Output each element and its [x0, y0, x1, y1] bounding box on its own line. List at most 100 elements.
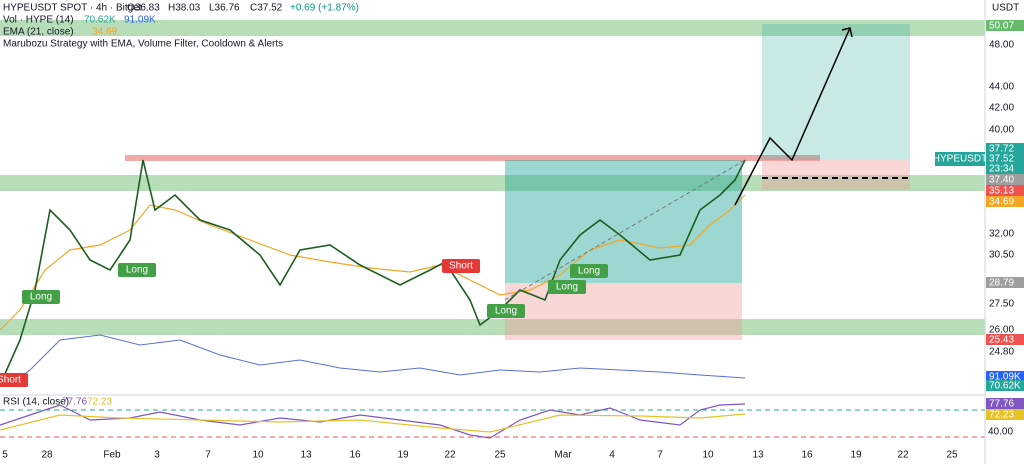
date-label: 10	[252, 450, 264, 461]
change: +0.69 (+1.87%)	[290, 3, 359, 14]
price-tag: 35.13	[989, 186, 1014, 197]
signal-bg	[22, 290, 60, 304]
price-label: 32.00	[989, 229, 1014, 240]
rsi-label: RSI (14, close)	[3, 397, 69, 408]
signal-label: Long	[126, 265, 148, 276]
price-tag: 50.07	[989, 21, 1014, 32]
date-label: 13	[300, 450, 312, 461]
ema-label: EMA (21, close)	[3, 27, 74, 38]
price-tag: 23:34	[989, 164, 1014, 175]
rsi-value: 72.23	[87, 397, 112, 408]
price-tag: 37.72	[989, 144, 1014, 155]
signal-bg	[548, 280, 586, 294]
date-label: 10	[702, 450, 714, 461]
rsi-tag-bg	[986, 409, 1024, 420]
price-tag: 28.79	[989, 278, 1014, 289]
date-label: 7	[205, 450, 211, 461]
signal-bg	[118, 263, 156, 277]
resistance-line	[125, 155, 820, 161]
price-tag-bg	[986, 174, 1024, 185]
date-label: 13	[752, 450, 764, 461]
rsi-tag-bg	[986, 398, 1024, 409]
signal-bg	[0, 373, 28, 387]
price-tag: 37.40	[989, 175, 1014, 186]
trend-line	[504, 159, 746, 301]
date-label: 7	[657, 450, 663, 461]
price-tag: 37.52	[989, 154, 1014, 165]
price-tag-bg	[986, 163, 1024, 174]
date-label: 5	[2, 450, 8, 461]
date-label: Feb	[103, 450, 121, 461]
ema-line	[0, 194, 746, 331]
volume-ma	[9, 334, 746, 386]
price-tag-bg	[986, 143, 1024, 154]
ema-value: 34.69	[92, 27, 117, 38]
price-tag-bg	[986, 380, 1024, 391]
rsi-tag: 77.76	[989, 399, 1014, 410]
rsi-value: 77.76	[62, 397, 87, 408]
volume-value: 70.62K	[84, 15, 116, 26]
price-label: 44.00	[989, 82, 1014, 93]
date-label: 25	[946, 450, 958, 461]
date-label: 3	[154, 450, 160, 461]
zone	[0, 319, 985, 335]
date-label: 25	[494, 450, 506, 461]
price-unit: USDT	[992, 3, 1019, 14]
date-label: 28	[41, 450, 53, 461]
ohlc-open: O36.83	[127, 3, 160, 14]
ohlc-close: C37.52	[250, 3, 283, 14]
symbol-tag: HYPEUSDT	[933, 154, 987, 165]
price-tag: 91.09K	[989, 372, 1021, 383]
price-label: 48.00	[989, 40, 1014, 51]
volume-label: Vol · HYPE (14)	[3, 15, 74, 26]
signal-label: Short	[449, 261, 473, 272]
projection-target-zone	[762, 24, 910, 160]
price-tag: 70.62K	[989, 381, 1021, 392]
arrow-head	[841, 27, 853, 38]
price-label: 27.50	[989, 299, 1014, 310]
date-label: 22	[897, 450, 909, 461]
price-tag-bg	[986, 196, 1024, 207]
zone	[0, 175, 985, 191]
signal-label: Long	[578, 266, 600, 277]
price-tag-bg	[986, 277, 1024, 288]
price-tag-bg	[986, 334, 1024, 345]
date-label: 22	[444, 450, 456, 461]
price-tag: 34.69	[989, 197, 1014, 208]
price-label: 30.50	[989, 250, 1014, 261]
price-tag-bg	[986, 185, 1024, 196]
price-label: 26.00	[989, 325, 1014, 336]
price-label: 42.00	[989, 103, 1014, 114]
long-target-zone	[505, 160, 742, 283]
rsi-axis-label: 40.00	[988, 427, 1013, 438]
signal-label: Long	[30, 292, 52, 303]
price-tag-bg	[986, 153, 1024, 164]
signal-label: Short	[0, 375, 21, 386]
projection-arrow	[734, 27, 851, 206]
signal-label: Long	[495, 306, 517, 317]
price-tag: 25.43	[989, 335, 1014, 346]
price-tag-bg	[986, 371, 1024, 382]
date-label: Mar	[554, 450, 572, 461]
zone	[0, 20, 985, 36]
date-label: 19	[850, 450, 862, 461]
symbol-tag-bg	[935, 152, 985, 166]
price-tag-bg	[986, 20, 1024, 31]
projection-stop-zone	[762, 160, 910, 190]
long-stop-zone	[505, 283, 742, 340]
price-label: 40.00	[989, 125, 1014, 136]
date-label: 16	[349, 450, 361, 461]
price-label: 24.80	[989, 347, 1014, 358]
date-label: 4	[609, 450, 615, 461]
signal-bg	[442, 259, 480, 273]
ohlc-low: L36.76	[209, 3, 240, 14]
signal-bg	[487, 304, 525, 318]
signal-label: Long	[556, 282, 578, 293]
date-label: 19	[397, 450, 409, 461]
symbol: HYPEUSDT SPOT · 4h · Bitget	[3, 3, 142, 14]
strategy-name: Marubozu Strategy with EMA, Volume Filte…	[3, 39, 283, 50]
ohlc-high: H38.03	[168, 3, 201, 14]
volume-value: 91.09K	[124, 15, 156, 26]
rsi-ma	[0, 413, 746, 433]
